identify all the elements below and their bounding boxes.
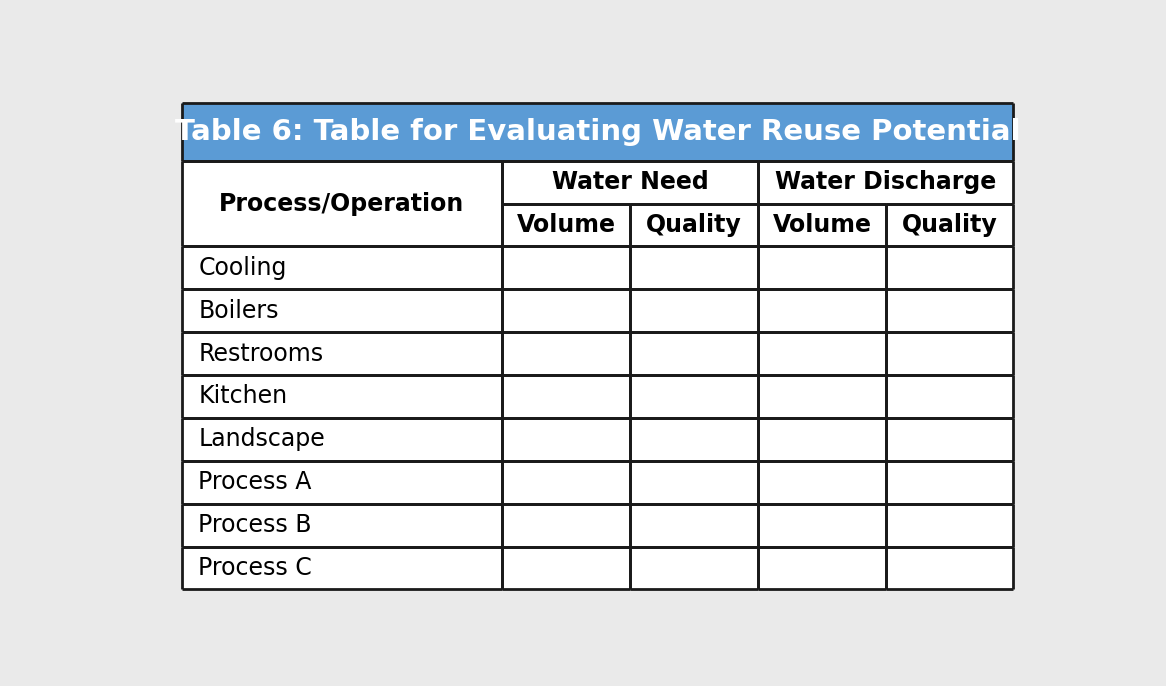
Bar — [758, 375, 886, 418]
Bar — [182, 418, 503, 461]
Text: Kitchen: Kitchen — [198, 384, 287, 408]
Text: Cooling: Cooling — [198, 256, 287, 280]
Bar — [182, 246, 503, 289]
Text: Quality: Quality — [901, 213, 998, 237]
Bar — [182, 375, 503, 418]
Bar — [630, 332, 758, 375]
Bar — [182, 332, 503, 375]
Text: Restrooms: Restrooms — [198, 342, 323, 366]
Bar — [182, 504, 503, 547]
Text: Process/Operation: Process/Operation — [219, 191, 464, 215]
Bar — [503, 161, 758, 204]
Text: Volume: Volume — [773, 213, 871, 237]
Text: Boilers: Boilers — [198, 298, 279, 322]
Bar — [182, 289, 503, 332]
Text: Process B: Process B — [198, 513, 311, 537]
Bar — [886, 289, 1013, 332]
Bar — [886, 246, 1013, 289]
Bar — [758, 246, 886, 289]
Bar — [886, 461, 1013, 504]
Bar — [630, 289, 758, 332]
Bar — [503, 289, 630, 332]
Bar — [758, 204, 886, 246]
Bar — [630, 375, 758, 418]
Bar — [182, 104, 1013, 161]
Bar — [758, 418, 886, 461]
Bar — [758, 289, 886, 332]
Bar — [630, 418, 758, 461]
Text: Table 6: Table for Evaluating Water Reuse Potential: Table 6: Table for Evaluating Water Reus… — [175, 118, 1020, 146]
Bar — [182, 547, 503, 589]
Text: Volume: Volume — [517, 213, 616, 237]
Bar — [630, 461, 758, 504]
Bar — [503, 504, 630, 547]
Bar — [630, 547, 758, 589]
Bar — [182, 161, 503, 246]
Text: Process A: Process A — [198, 470, 311, 494]
Bar — [758, 504, 886, 547]
Text: Water Discharge: Water Discharge — [775, 170, 996, 194]
Bar — [886, 547, 1013, 589]
Text: Landscape: Landscape — [198, 427, 325, 451]
Bar — [503, 461, 630, 504]
Bar — [630, 246, 758, 289]
Bar — [630, 204, 758, 246]
Bar — [503, 204, 630, 246]
Bar — [886, 375, 1013, 418]
Bar — [886, 418, 1013, 461]
Bar — [886, 204, 1013, 246]
Bar — [758, 161, 1013, 204]
Bar — [758, 547, 886, 589]
Bar — [182, 461, 503, 504]
Text: Process C: Process C — [198, 556, 312, 580]
Bar — [503, 332, 630, 375]
Text: Water Need: Water Need — [552, 170, 709, 194]
Bar — [886, 332, 1013, 375]
Bar — [503, 418, 630, 461]
Bar — [630, 504, 758, 547]
Bar — [758, 332, 886, 375]
Bar — [886, 504, 1013, 547]
Text: Quality: Quality — [646, 213, 742, 237]
Bar — [503, 246, 630, 289]
Bar — [503, 375, 630, 418]
Bar — [758, 461, 886, 504]
Bar — [503, 547, 630, 589]
